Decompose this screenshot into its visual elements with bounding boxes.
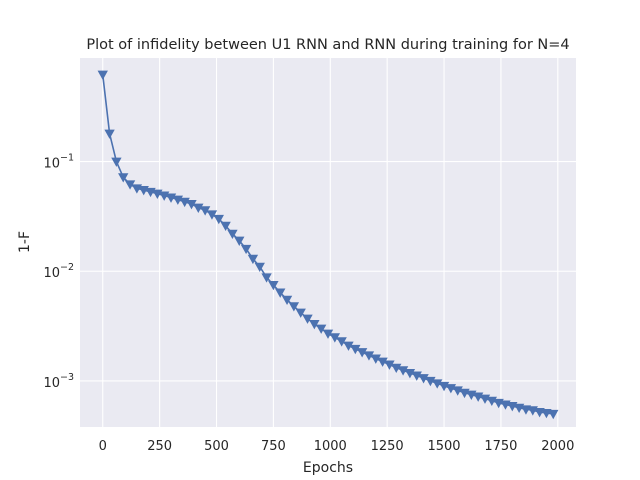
x-tick-label: 500 bbox=[204, 439, 229, 454]
data-point bbox=[363, 351, 375, 361]
data-point bbox=[254, 262, 265, 273]
data-point bbox=[275, 288, 286, 298]
data-point bbox=[309, 320, 320, 330]
data-point bbox=[315, 324, 327, 334]
x-tick-label: 1000 bbox=[314, 439, 347, 454]
data-point bbox=[97, 70, 108, 81]
data-point bbox=[541, 408, 552, 419]
y-tick-labels: 10−3 10−2 10−1 bbox=[43, 153, 74, 391]
grid-lines bbox=[80, 58, 576, 427]
data-point bbox=[247, 254, 259, 265]
data-point bbox=[404, 369, 416, 379]
data-point bbox=[432, 379, 443, 389]
data-point bbox=[220, 221, 231, 232]
x-tick-labels: 0 250 500 750 1000 1250 1500 1750 2000 bbox=[99, 439, 575, 454]
data-point bbox=[370, 354, 381, 364]
data-point bbox=[234, 236, 245, 247]
x-tick-label: 250 bbox=[147, 439, 172, 454]
series-layer bbox=[97, 70, 559, 420]
data-point bbox=[288, 302, 300, 312]
y-axis-label: 1-F bbox=[17, 231, 33, 253]
x-tick-label: 2000 bbox=[541, 439, 574, 454]
y-tick-label: 10−3 bbox=[43, 372, 74, 391]
data-point bbox=[295, 308, 306, 318]
data-point bbox=[281, 295, 293, 306]
plot-background bbox=[80, 58, 576, 427]
data-point bbox=[111, 157, 122, 167]
data-point bbox=[397, 366, 409, 376]
x-axis-label: Epochs bbox=[303, 460, 353, 476]
x-tick-label: 1500 bbox=[427, 439, 460, 454]
data-point bbox=[343, 341, 354, 351]
data-point bbox=[350, 344, 361, 355]
data-point bbox=[302, 314, 313, 324]
data-point bbox=[548, 409, 559, 420]
data-point bbox=[227, 229, 238, 240]
data-point bbox=[520, 405, 532, 415]
data-point bbox=[213, 214, 224, 225]
x-tick-label: 0 bbox=[99, 439, 107, 454]
data-point bbox=[268, 280, 279, 291]
y-tick-label: 10−1 bbox=[43, 153, 74, 172]
x-tick-label: 1750 bbox=[484, 439, 517, 454]
data-point bbox=[534, 408, 545, 418]
data-point bbox=[391, 363, 402, 374]
data-point bbox=[206, 210, 218, 220]
data-point bbox=[377, 357, 388, 367]
data-point bbox=[193, 203, 204, 213]
data-point bbox=[418, 374, 429, 384]
y-tick-label: 10−2 bbox=[43, 262, 74, 281]
data-point bbox=[104, 129, 115, 139]
x-tick-label: 750 bbox=[261, 439, 286, 454]
chart-title: Plot of infidelity between U1 RNN and RN… bbox=[86, 37, 569, 53]
x-tick-label: 1250 bbox=[371, 439, 404, 454]
data-point bbox=[425, 376, 436, 387]
data-point bbox=[384, 360, 395, 370]
data-point bbox=[411, 371, 422, 381]
data-point bbox=[356, 348, 368, 358]
data-point bbox=[261, 273, 272, 283]
data-point bbox=[118, 173, 129, 183]
data-point bbox=[240, 244, 252, 255]
